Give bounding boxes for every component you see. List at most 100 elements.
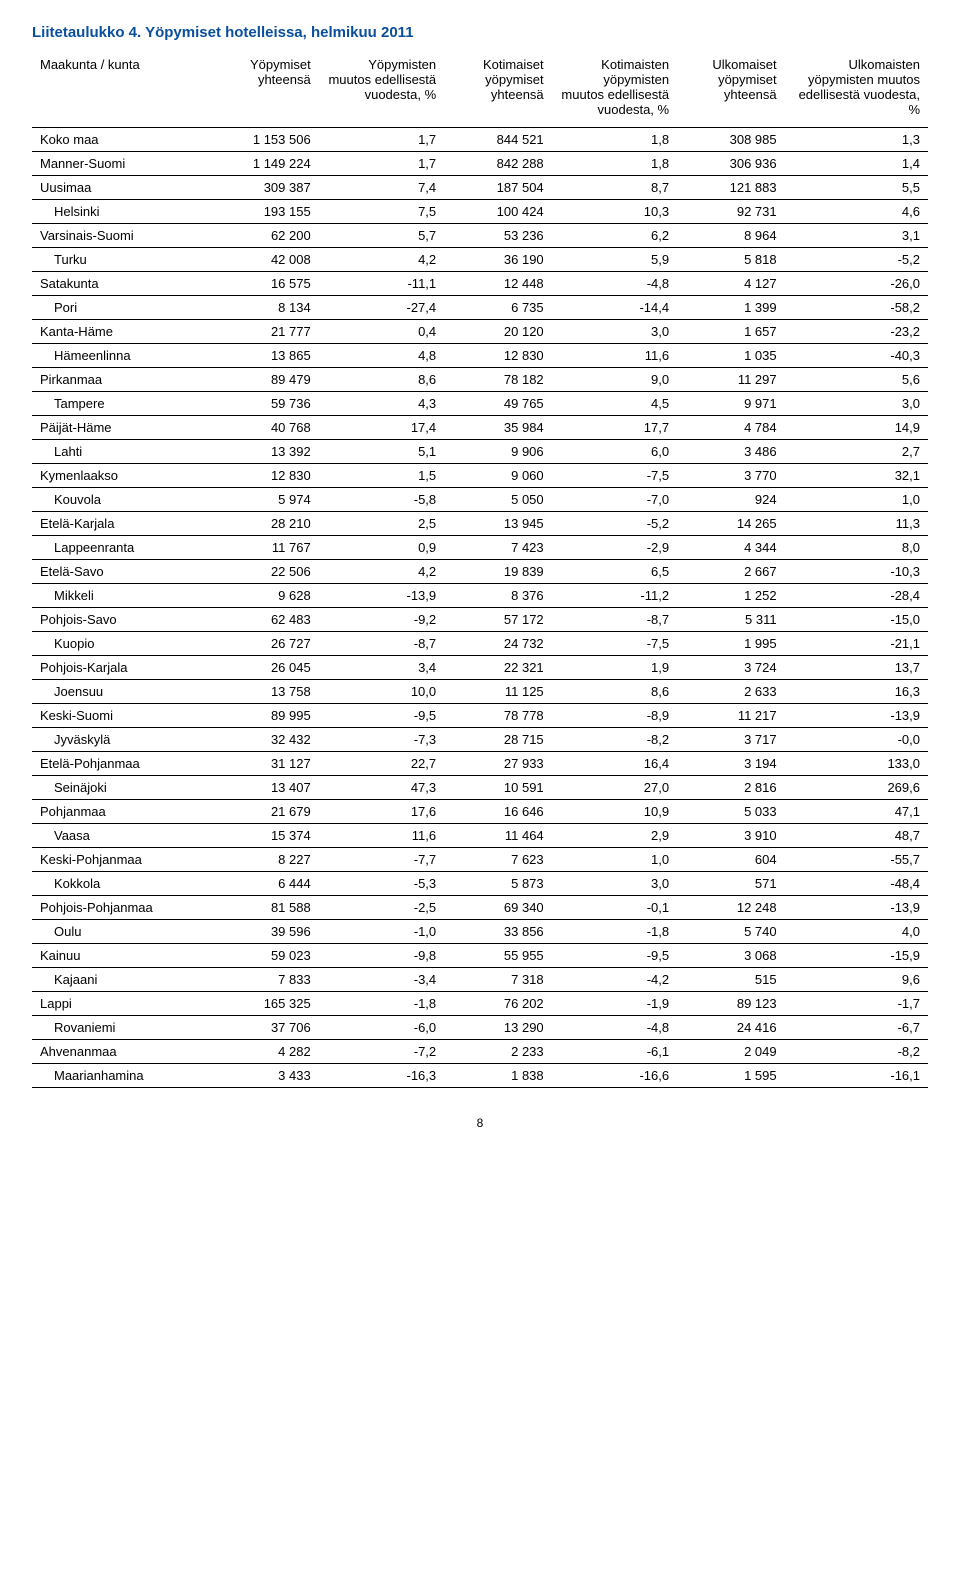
cell-value: 1 399 xyxy=(677,296,785,320)
cell-value: 17,4 xyxy=(319,416,444,440)
cell-value: 26 045 xyxy=(211,656,319,680)
cell-value: 2,7 xyxy=(785,440,928,464)
row-label: Pohjois-Pohjanmaa xyxy=(32,896,211,920)
cell-value: 1,7 xyxy=(319,128,444,152)
cell-value: 3 194 xyxy=(677,752,785,776)
cell-value: 26 727 xyxy=(211,632,319,656)
cell-value: 924 xyxy=(677,488,785,512)
cell-value: 2 633 xyxy=(677,680,785,704)
table-row: Pori8 134-27,46 735-14,41 399-58,2 xyxy=(32,296,928,320)
cell-value: -3,4 xyxy=(319,968,444,992)
row-label: Helsinki xyxy=(32,200,211,224)
cell-value: 8,6 xyxy=(319,368,444,392)
cell-value: 6,2 xyxy=(552,224,677,248)
cell-value: 1,0 xyxy=(552,848,677,872)
cell-value: 2 816 xyxy=(677,776,785,800)
cell-value: 0,4 xyxy=(319,320,444,344)
table-row: Rovaniemi37 706-6,013 290-4,824 416-6,7 xyxy=(32,1016,928,1040)
cell-value: 55 955 xyxy=(444,944,552,968)
cell-value: 11 464 xyxy=(444,824,552,848)
cell-value: 24 416 xyxy=(677,1016,785,1040)
cell-value: 10,0 xyxy=(319,680,444,704)
table-row: Maarianhamina3 433-16,31 838-16,61 595-1… xyxy=(32,1064,928,1088)
cell-value: 27 933 xyxy=(444,752,552,776)
table-row: Pohjanmaa21 67917,616 64610,95 03347,1 xyxy=(32,800,928,824)
cell-value: 6 735 xyxy=(444,296,552,320)
cell-value: 4,2 xyxy=(319,560,444,584)
cell-value: 5 818 xyxy=(677,248,785,272)
cell-value: 1 252 xyxy=(677,584,785,608)
cell-value: -7,5 xyxy=(552,464,677,488)
cell-value: 3 770 xyxy=(677,464,785,488)
cell-value: 4,2 xyxy=(319,248,444,272)
cell-value: 3 433 xyxy=(211,1064,319,1088)
cell-value: 5 873 xyxy=(444,872,552,896)
cell-value: 76 202 xyxy=(444,992,552,1016)
cell-value: -7,3 xyxy=(319,728,444,752)
cell-value: -8,7 xyxy=(552,608,677,632)
cell-value: 3 068 xyxy=(677,944,785,968)
cell-value: 6 444 xyxy=(211,872,319,896)
cell-value: 8,7 xyxy=(552,176,677,200)
cell-value: 10 591 xyxy=(444,776,552,800)
cell-value: -0,1 xyxy=(552,896,677,920)
cell-value: 11 125 xyxy=(444,680,552,704)
row-label: Joensuu xyxy=(32,680,211,704)
cell-value: 3,1 xyxy=(785,224,928,248)
cell-value: 9,0 xyxy=(552,368,677,392)
cell-value: 10,9 xyxy=(552,800,677,824)
row-label: Kuopio xyxy=(32,632,211,656)
cell-value: 515 xyxy=(677,968,785,992)
column-header: Ulkomaisten yöpymisten muutos edellisest… xyxy=(785,53,928,128)
cell-value: -10,3 xyxy=(785,560,928,584)
cell-value: 1 149 224 xyxy=(211,152,319,176)
cell-value: 269,6 xyxy=(785,776,928,800)
row-label: Etelä-Savo xyxy=(32,560,211,584)
table-row: Manner-Suomi1 149 2241,7842 2881,8306 93… xyxy=(32,152,928,176)
cell-value: 8 227 xyxy=(211,848,319,872)
cell-value: 11,6 xyxy=(319,824,444,848)
cell-value: 133,0 xyxy=(785,752,928,776)
cell-value: -6,1 xyxy=(552,1040,677,1064)
row-label: Päijät-Häme xyxy=(32,416,211,440)
row-label: Koko maa xyxy=(32,128,211,152)
cell-value: 3,0 xyxy=(785,392,928,416)
column-header: Ulkomaiset yöpymiset yhteensä xyxy=(677,53,785,128)
cell-value: 1 035 xyxy=(677,344,785,368)
cell-value: 5 311 xyxy=(677,608,785,632)
cell-value: 28 715 xyxy=(444,728,552,752)
cell-value: 59 736 xyxy=(211,392,319,416)
cell-value: 1 595 xyxy=(677,1064,785,1088)
cell-value: 1,9 xyxy=(552,656,677,680)
table-row: Kymenlaakso12 8301,59 060-7,53 77032,1 xyxy=(32,464,928,488)
table-row: Etelä-Karjala28 2102,513 945-5,214 26511… xyxy=(32,512,928,536)
data-table: Maakunta / kuntaYöpymiset yhteensäYöpymi… xyxy=(32,53,928,1088)
table-row: Tampere59 7364,349 7654,59 9713,0 xyxy=(32,392,928,416)
cell-value: 12 248 xyxy=(677,896,785,920)
cell-value: 78 182 xyxy=(444,368,552,392)
cell-value: 35 984 xyxy=(444,416,552,440)
cell-value: 1 838 xyxy=(444,1064,552,1088)
cell-value: -16,6 xyxy=(552,1064,677,1088)
row-label: Tampere xyxy=(32,392,211,416)
cell-value: 1 995 xyxy=(677,632,785,656)
cell-value: -1,7 xyxy=(785,992,928,1016)
cell-value: 1,7 xyxy=(319,152,444,176)
table-row: Keski-Suomi89 995-9,578 778-8,911 217-13… xyxy=(32,704,928,728)
table-row: Päijät-Häme40 76817,435 98417,74 78414,9 xyxy=(32,416,928,440)
table-row: Koko maa1 153 5061,7844 5211,8308 9851,3 xyxy=(32,128,928,152)
cell-value: 0,9 xyxy=(319,536,444,560)
cell-value: 8 134 xyxy=(211,296,319,320)
cell-value: 2 667 xyxy=(677,560,785,584)
cell-value: 53 236 xyxy=(444,224,552,248)
row-label: Kanta-Häme xyxy=(32,320,211,344)
table-row: Etelä-Savo22 5064,219 8396,52 667-10,3 xyxy=(32,560,928,584)
cell-value: 8 376 xyxy=(444,584,552,608)
cell-value: 3 486 xyxy=(677,440,785,464)
cell-value: 2,5 xyxy=(319,512,444,536)
cell-value: -15,0 xyxy=(785,608,928,632)
row-label: Pirkanmaa xyxy=(32,368,211,392)
cell-value: -8,2 xyxy=(552,728,677,752)
cell-value: 13 290 xyxy=(444,1016,552,1040)
cell-value: 571 xyxy=(677,872,785,896)
